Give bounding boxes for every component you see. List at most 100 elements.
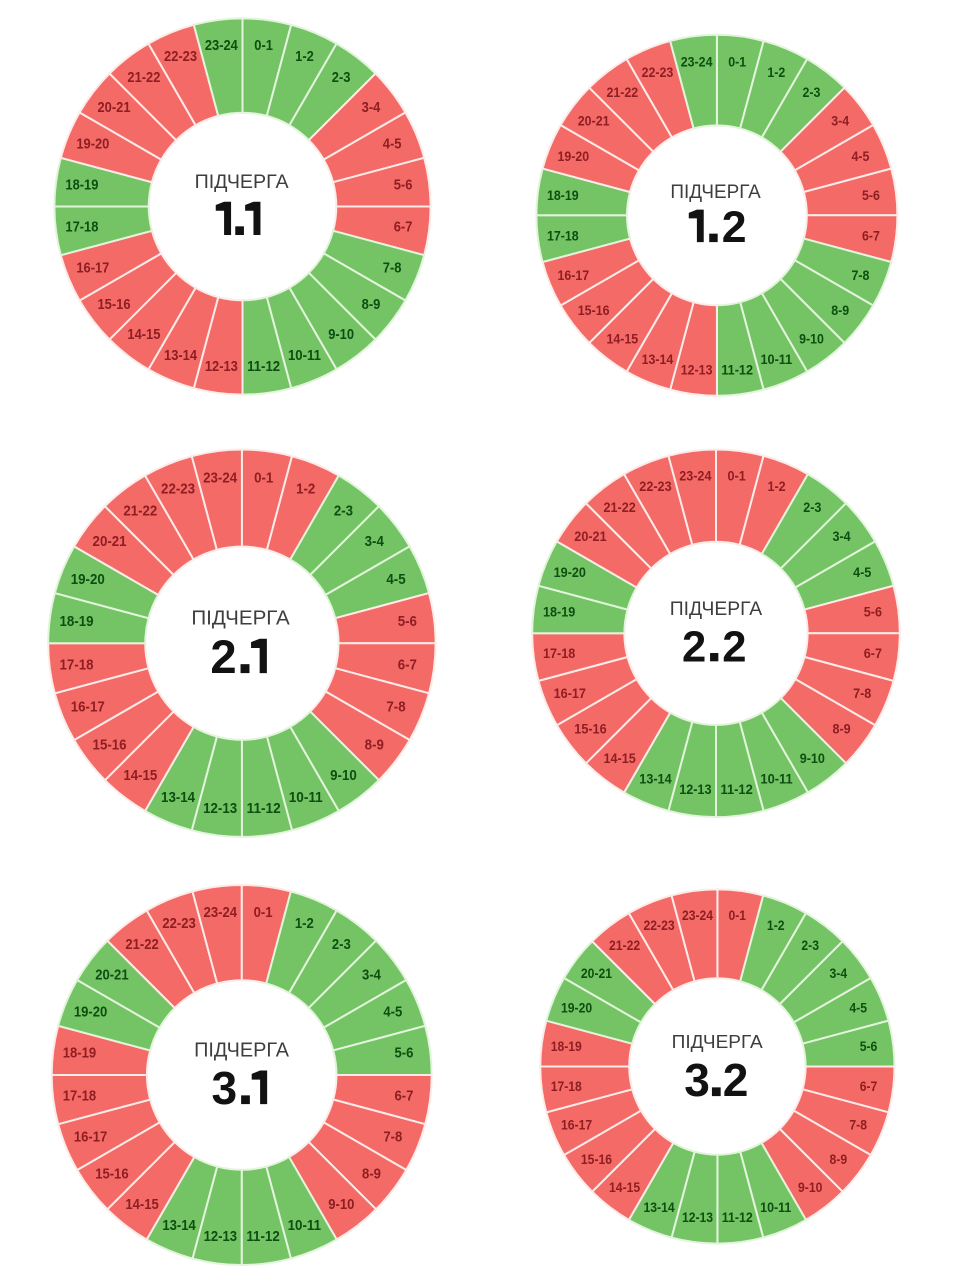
svg-text:15-16: 15-16 xyxy=(95,1167,128,1183)
svg-text:15-16: 15-16 xyxy=(98,297,131,313)
svg-text:6-7: 6-7 xyxy=(398,656,417,673)
svg-text:10-11: 10-11 xyxy=(289,789,323,806)
svg-text:2: 2 xyxy=(210,631,236,684)
svg-text:15-16: 15-16 xyxy=(574,722,606,738)
svg-text:23-24: 23-24 xyxy=(203,469,238,486)
svg-text:17-18: 17-18 xyxy=(65,220,98,236)
svg-text:1-2: 1-2 xyxy=(296,481,315,498)
svg-text:12-13: 12-13 xyxy=(681,361,713,377)
svg-text:21-22: 21-22 xyxy=(127,70,160,86)
svg-text:9-10: 9-10 xyxy=(328,327,354,343)
svg-text:22-23: 22-23 xyxy=(639,479,671,495)
svg-text:ПІДЧЕРГА: ПІДЧЕРГА xyxy=(194,1040,290,1062)
svg-text:ПІДЧЕРГА: ПІДЧЕРГА xyxy=(195,171,290,193)
svg-text:20-21: 20-21 xyxy=(578,113,610,129)
svg-text:20-21: 20-21 xyxy=(581,966,612,981)
svg-text:3-4: 3-4 xyxy=(365,533,385,550)
svg-text:13-14: 13-14 xyxy=(161,789,196,806)
svg-text:8-9: 8-9 xyxy=(831,302,849,318)
svg-text:7-8: 7-8 xyxy=(383,1130,402,1146)
svg-text:23-24: 23-24 xyxy=(205,38,238,54)
svg-text:21-22: 21-22 xyxy=(125,937,158,953)
svg-text:12-13: 12-13 xyxy=(205,359,238,375)
svg-text:5-6: 5-6 xyxy=(860,1039,878,1054)
svg-text:2-3: 2-3 xyxy=(334,502,353,519)
svg-text:17-18: 17-18 xyxy=(60,656,94,673)
svg-text:2-3: 2-3 xyxy=(801,938,819,953)
svg-text:14-15: 14-15 xyxy=(604,751,636,767)
svg-text:9-10: 9-10 xyxy=(799,331,824,347)
svg-text:9-10: 9-10 xyxy=(330,767,357,784)
svg-text:4-5: 4-5 xyxy=(383,1004,402,1020)
svg-text:9-10: 9-10 xyxy=(328,1197,354,1213)
svg-text:5-6: 5-6 xyxy=(394,1046,413,1062)
svg-text:18-19: 18-19 xyxy=(60,613,94,630)
svg-text:17-18: 17-18 xyxy=(543,646,575,662)
svg-text:17-18: 17-18 xyxy=(551,1079,582,1094)
svg-text:14-15: 14-15 xyxy=(123,767,157,784)
svg-text:18-19: 18-19 xyxy=(65,177,98,193)
svg-text:11-12: 11-12 xyxy=(721,361,753,377)
svg-text:21-22: 21-22 xyxy=(606,84,638,100)
svg-text:2-3: 2-3 xyxy=(803,500,821,516)
svg-text:3-4: 3-4 xyxy=(362,967,382,983)
svg-text:0-1: 0-1 xyxy=(254,469,273,486)
svg-text:23-24: 23-24 xyxy=(204,905,238,921)
svg-text:20-21: 20-21 xyxy=(574,529,606,545)
svg-text:17-18: 17-18 xyxy=(547,228,579,244)
svg-text:22-23: 22-23 xyxy=(161,481,195,498)
svg-text:13-14: 13-14 xyxy=(639,771,671,787)
svg-text:8-9: 8-9 xyxy=(362,297,381,313)
svg-text:19-20: 19-20 xyxy=(76,137,109,153)
svg-text:23-24: 23-24 xyxy=(682,908,713,923)
svg-text:14-15: 14-15 xyxy=(609,1180,640,1195)
svg-text:10-11: 10-11 xyxy=(288,348,321,364)
svg-text:3-4: 3-4 xyxy=(832,529,850,545)
svg-text:12-13: 12-13 xyxy=(682,1210,713,1225)
svg-text:13-14: 13-14 xyxy=(642,351,674,367)
svg-text:1-2: 1-2 xyxy=(295,916,314,932)
svg-text:7-8: 7-8 xyxy=(383,260,402,276)
svg-text:11-12: 11-12 xyxy=(721,782,753,798)
svg-text:2-3: 2-3 xyxy=(332,937,351,953)
svg-text:18-19: 18-19 xyxy=(63,1046,96,1062)
svg-text:18-19: 18-19 xyxy=(551,1039,582,1054)
svg-text:19-20: 19-20 xyxy=(554,565,586,581)
svg-text:9-10: 9-10 xyxy=(800,751,825,767)
svg-text:7-8: 7-8 xyxy=(852,267,870,283)
svg-text:0-1: 0-1 xyxy=(728,53,746,69)
svg-text:5-6: 5-6 xyxy=(394,177,413,193)
svg-text:ПІДЧЕРГА: ПІДЧЕРГА xyxy=(191,607,290,629)
svg-text:10-11: 10-11 xyxy=(760,771,792,787)
svg-text:4-5: 4-5 xyxy=(386,571,405,588)
svg-text:3: 3 xyxy=(684,1054,710,1106)
svg-text:20-21: 20-21 xyxy=(93,533,127,550)
svg-text:3-4: 3-4 xyxy=(362,100,381,116)
svg-text:4-5: 4-5 xyxy=(849,1001,867,1016)
svg-text:4-5: 4-5 xyxy=(852,148,870,164)
svg-text:0-1: 0-1 xyxy=(728,468,746,484)
svg-text:22-23: 22-23 xyxy=(642,64,674,80)
svg-text:13-14: 13-14 xyxy=(644,1200,675,1215)
svg-text:ПІДЧЕРГА: ПІДЧЕРГА xyxy=(672,1031,764,1052)
svg-text:5-6: 5-6 xyxy=(864,605,882,621)
svg-text:15-16: 15-16 xyxy=(581,1152,612,1167)
svg-text:11-12: 11-12 xyxy=(246,1229,279,1245)
svg-text:22-23: 22-23 xyxy=(162,916,195,932)
svg-text:14-15: 14-15 xyxy=(606,331,638,347)
svg-text:14-15: 14-15 xyxy=(127,327,160,343)
svg-text:3: 3 xyxy=(212,1062,238,1114)
svg-text:23-24: 23-24 xyxy=(679,468,711,484)
svg-text:19-20: 19-20 xyxy=(561,1001,592,1016)
svg-text:20-21: 20-21 xyxy=(98,100,131,116)
svg-text:20-21: 20-21 xyxy=(95,967,128,983)
svg-text:19-20: 19-20 xyxy=(74,1004,107,1020)
svg-text:9-10: 9-10 xyxy=(798,1180,823,1195)
svg-text:1-2: 1-2 xyxy=(295,49,314,65)
svg-text:6-7: 6-7 xyxy=(394,1088,413,1104)
svg-text:2: 2 xyxy=(723,1054,749,1106)
svg-text:19-20: 19-20 xyxy=(558,148,590,164)
svg-text:2-3: 2-3 xyxy=(803,84,821,100)
svg-text:18-19: 18-19 xyxy=(543,605,575,621)
svg-text:2: 2 xyxy=(682,623,706,671)
